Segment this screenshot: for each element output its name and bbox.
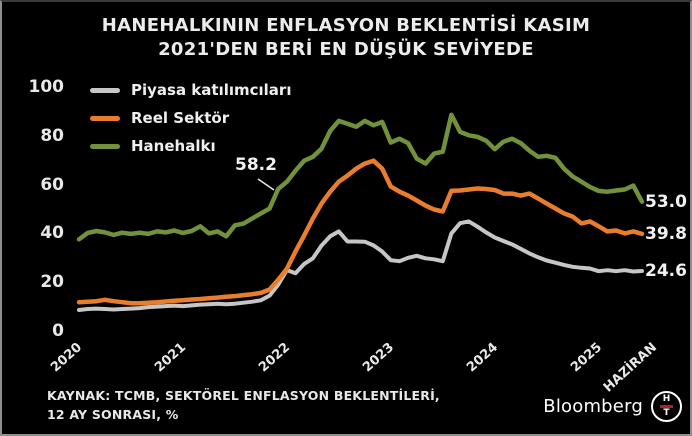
source-note-line2: 12 AY SONRASI, % xyxy=(47,407,179,423)
ht-monogram-icon: H T xyxy=(651,391,682,422)
household-line-swatch-icon xyxy=(90,143,120,149)
legend-label-real-sector: Reel Sektör xyxy=(131,109,230,127)
market-line-swatch-icon xyxy=(90,87,120,93)
end-label-household: 53.0 xyxy=(645,192,687,212)
y-tick-80: 80 xyxy=(40,126,64,146)
ht-monogram-t: T xyxy=(663,407,670,418)
y-tick-100: 100 xyxy=(28,77,65,97)
source-note: KAYNAK: TCMB, SEKTÖREL ENFLASYON BEKLENT… xyxy=(47,386,440,425)
legend-item-household: Hanehalkı xyxy=(90,132,291,160)
source-note-line1: KAYNAK: TCMB, SEKTÖREL ENFLASYON BEKLENT… xyxy=(47,388,440,403)
real-sector-line-swatch-icon xyxy=(90,115,120,121)
bloomberg-wordmark: Bloomberg xyxy=(543,396,643,417)
legend-item-market: Piyasa katılımcıları xyxy=(90,76,291,104)
chart-title: HANEHALKININ ENFLASYON BEKLENTİSİ KASIM … xyxy=(2,14,690,62)
bloomberg-ht-logo: Bloomberg H T xyxy=(543,391,682,422)
legend: Piyasa katılımcıları Reel Sektör Hanehal… xyxy=(90,76,291,160)
y-tick-40: 40 xyxy=(40,223,64,243)
series-line-2 xyxy=(76,112,645,242)
y-tick-20: 20 xyxy=(40,272,64,292)
ht-monogram-redbar xyxy=(660,405,673,408)
chart-title-line1: HANEHALKININ ENFLASYON BEKLENTİSİ KASIM xyxy=(101,15,591,36)
series-line-1 xyxy=(76,158,645,306)
chart-title-line2: 2021'DEN BERİ EN DÜŞÜK SEVİYEDE xyxy=(158,38,534,60)
legend-label-household: Hanehalkı xyxy=(131,137,216,155)
end-label-real-sector: 39.8 xyxy=(645,224,687,244)
y-tick-0: 0 xyxy=(52,321,64,341)
ht-monogram-h: H xyxy=(662,394,671,405)
y-tick-60: 60 xyxy=(40,175,64,195)
end-label-market: 24.6 xyxy=(645,261,687,281)
annotation-leader-line xyxy=(257,178,275,191)
legend-item-real-sector: Reel Sektör xyxy=(90,104,291,132)
annotation-nov2021-value: 58.2 xyxy=(235,155,277,175)
legend-label-market: Piyasa katılımcıları xyxy=(131,81,292,99)
series-line-0 xyxy=(77,219,644,312)
